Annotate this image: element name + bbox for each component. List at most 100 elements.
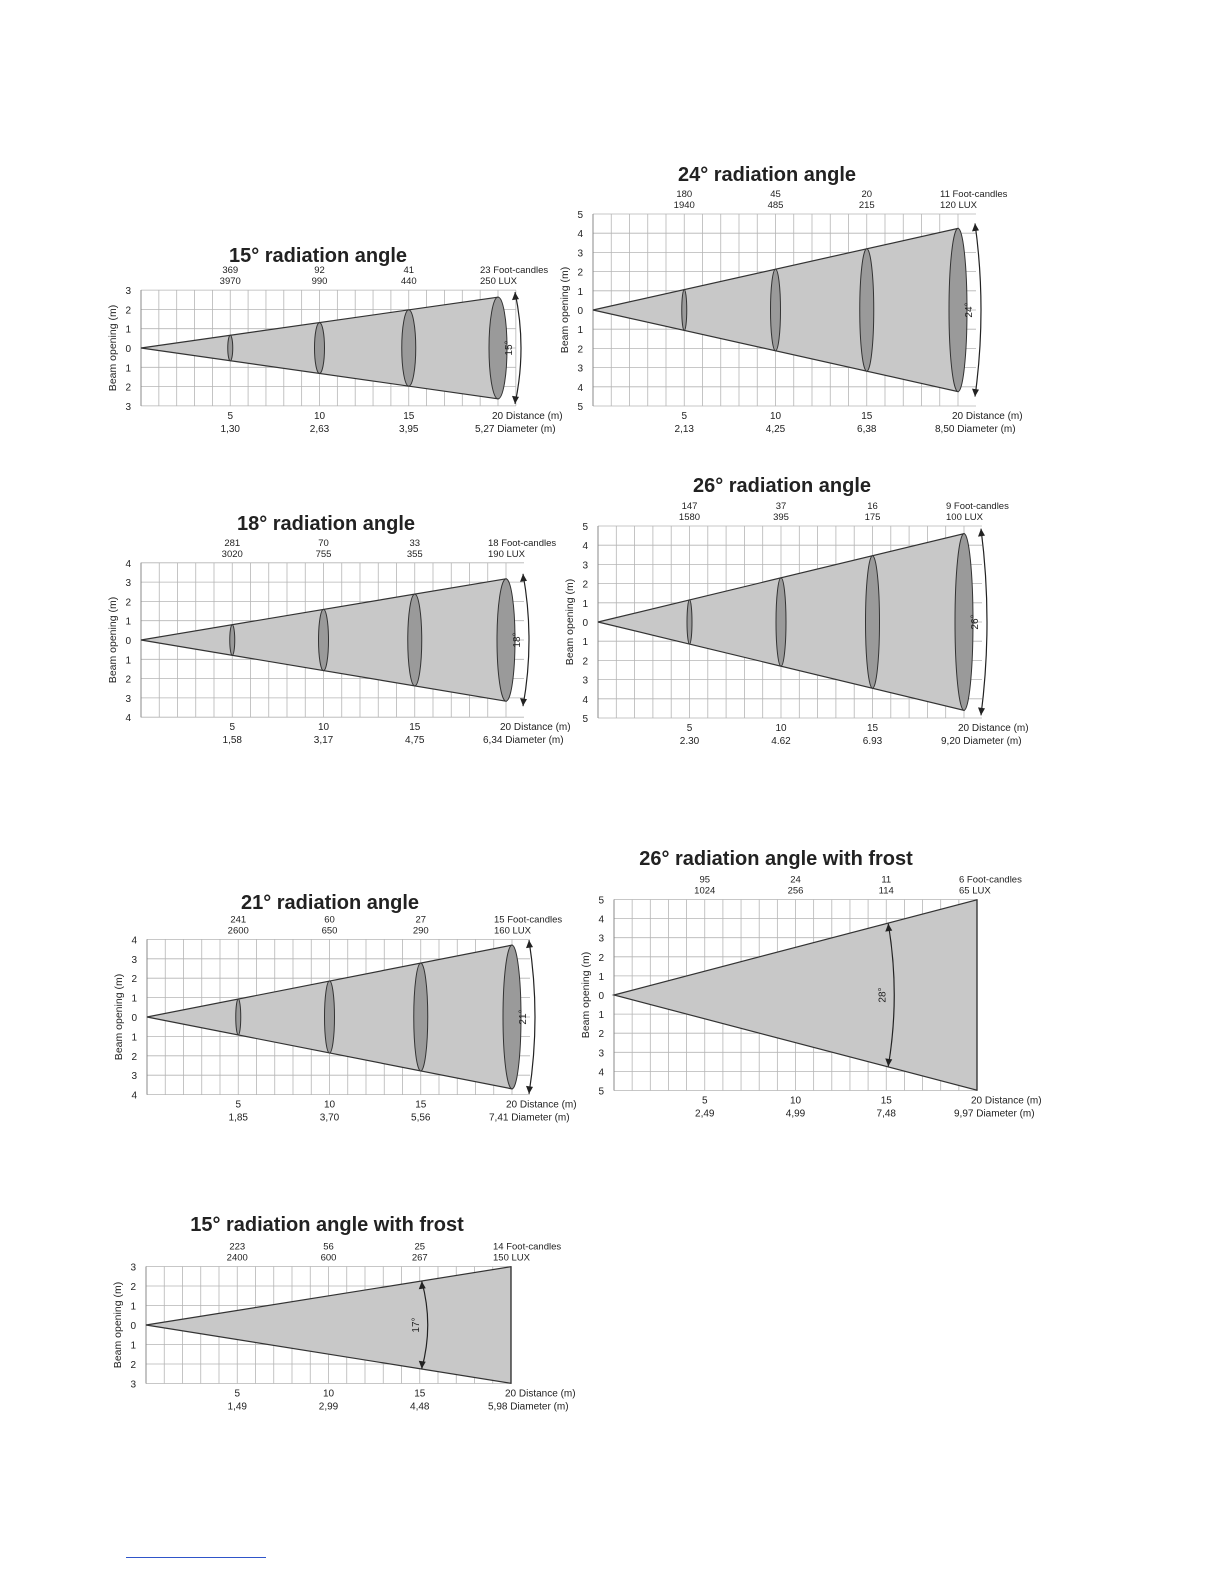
y-tick-label: 1 <box>577 325 583 336</box>
beam-section-5m <box>235 998 242 1036</box>
y-tick-label: 2 <box>131 974 137 985</box>
diameter-label: 2,99 <box>319 1402 339 1413</box>
beam-section-10m <box>318 608 329 672</box>
y-tick-label: 1 <box>125 363 131 374</box>
lux-label: 190 LUX <box>488 549 526 560</box>
angle-arc <box>980 528 988 716</box>
angle-label: 18° <box>512 632 523 647</box>
distance-label: 20 Distance (m) <box>958 723 1029 734</box>
diagram-title: 26° radiation angle <box>693 475 871 497</box>
diagram-title: 15° radiation angle with frost <box>190 1214 464 1236</box>
foot-candles-label: 281 <box>224 538 240 549</box>
diameter-label: 3,17 <box>314 735 334 746</box>
diameter-label: 6.93 <box>863 736 883 747</box>
distance-label: 5 <box>234 1389 240 1400</box>
lux-label: 355 <box>407 549 423 560</box>
lux-label: 990 <box>312 276 328 287</box>
distance-label: 5 <box>229 722 235 733</box>
distance-label: 20 Distance (m) <box>506 1100 577 1111</box>
diagram-title: 21° radiation angle <box>241 892 419 914</box>
diameter-label: 9,97 Diameter (m) <box>954 1109 1035 1120</box>
diameter-label: 7,48 <box>877 1109 897 1120</box>
diameter-label: 5,27 Diameter (m) <box>475 424 556 435</box>
y-tick-label: 1 <box>582 599 588 610</box>
y-tick-label: 2 <box>125 305 131 316</box>
diameter-label: 7,41 Diameter (m) <box>489 1113 570 1124</box>
arrowhead-top <box>972 223 979 232</box>
lux-label: 2400 <box>227 1253 248 1264</box>
diagram-title: 18° radiation angle <box>237 513 415 535</box>
distance-label: 5 <box>235 1100 241 1111</box>
lux-label: 395 <box>773 512 789 523</box>
distance-label: 20 Distance (m) <box>971 1096 1042 1107</box>
y-tick-label: 3 <box>131 955 137 966</box>
beam-section-20m <box>954 533 974 711</box>
diagram-title: 24° radiation angle <box>678 164 856 186</box>
foot-candles-label: 6 Foot-candles <box>959 875 1022 886</box>
y-tick-label: 0 <box>582 618 588 629</box>
arrowhead-top <box>520 573 527 582</box>
angle-label: 17° <box>411 1317 422 1332</box>
y-tick-label: 1 <box>582 637 588 648</box>
y-tick-label: 4 <box>131 935 137 946</box>
diameter-label: 4,99 <box>786 1109 806 1120</box>
beam-section-10m <box>770 268 781 352</box>
beam-section-20m <box>496 578 516 702</box>
footnote-separator <box>126 1557 266 1558</box>
y-tick-label: 0 <box>598 991 604 1002</box>
y-axis-label: Beam opening (m) <box>112 1282 124 1368</box>
distance-label: 15 <box>409 722 421 733</box>
y-tick-label: 2 <box>582 656 588 667</box>
arrowhead-bottom <box>526 1085 533 1094</box>
y-tick-label: 4 <box>577 383 583 394</box>
y-axis-label: Beam opening (m) <box>113 974 125 1060</box>
y-axis-label: Beam opening (m) <box>107 597 119 683</box>
y-tick-label: 4 <box>598 1067 604 1078</box>
distance-label: 10 <box>324 1100 336 1111</box>
foot-candles-label: 41 <box>403 265 414 276</box>
angle-label: 26° <box>970 614 981 629</box>
distance-label: 20 Distance (m) <box>500 722 571 733</box>
lux-label: 267 <box>412 1253 428 1264</box>
foot-candles-label: 33 <box>409 538 420 549</box>
y-tick-label: 2 <box>577 268 583 279</box>
lux-label: 250 LUX <box>480 276 518 287</box>
distance-label: 20 Distance (m) <box>505 1389 576 1400</box>
beam-section-15m <box>859 248 875 372</box>
y-tick-label: 3 <box>582 676 588 687</box>
y-axis-label: Beam opening (m) <box>580 952 592 1038</box>
y-tick-label: 1 <box>130 1341 136 1352</box>
y-tick-label: 1 <box>131 994 137 1005</box>
arrowhead-top <box>526 940 533 949</box>
diagram-title: 26° radiation angle with frost <box>639 848 913 870</box>
angle-label: 28° <box>877 987 888 1002</box>
arrowhead-top <box>885 923 893 932</box>
beam-section-5m <box>227 334 234 362</box>
y-tick-label: 2 <box>125 675 131 686</box>
y-tick-label: 5 <box>577 210 583 221</box>
y-tick-label: 3 <box>577 364 583 375</box>
diameter-label: 1,30 <box>221 424 241 435</box>
foot-candles-label: 27 <box>415 914 426 925</box>
beam-section-20m <box>948 227 968 393</box>
foot-candles-label: 92 <box>314 265 325 276</box>
beam-section-10m <box>324 980 335 1054</box>
foot-candles-label: 23 Foot-candles <box>480 265 548 276</box>
lux-label: 600 <box>321 1253 337 1264</box>
lux-label: 65 LUX <box>959 886 991 897</box>
lux-label: 485 <box>768 200 784 211</box>
y-tick-label: 4 <box>125 559 131 570</box>
arrowhead-bottom <box>418 1360 426 1369</box>
y-tick-label: 4 <box>598 915 604 926</box>
distance-label: 15 <box>403 411 415 422</box>
distance-label: 5 <box>687 723 693 734</box>
arrowhead-bottom <box>978 707 985 716</box>
beam-section-15m <box>407 593 423 687</box>
lux-label: 755 <box>316 549 332 560</box>
y-tick-label: 2 <box>130 1360 136 1371</box>
distance-label: 10 <box>318 722 330 733</box>
angle-arc <box>514 292 522 404</box>
